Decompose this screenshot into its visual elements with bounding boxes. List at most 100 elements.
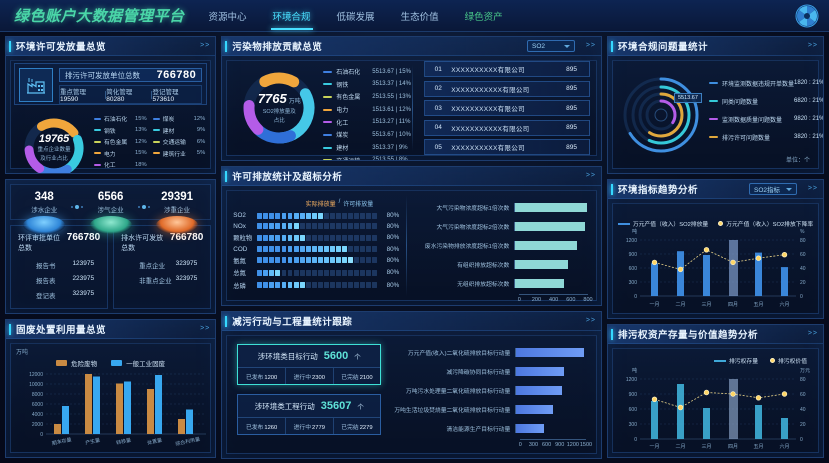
svg-text:8000: 8000 bbox=[32, 392, 43, 398]
legend-item[interactable]: 煤炭 12% bbox=[152, 114, 212, 123]
permit-sub-key-0: 重点管理 19590 bbox=[60, 89, 86, 103]
panel-title: 许可排放统计及超标分析 bbox=[232, 172, 343, 184]
nav-item-lowcarbon[interactable]: 低碳发展 bbox=[336, 11, 375, 23]
legend-item[interactable]: 钢铁 13% bbox=[94, 126, 153, 135]
list-item[interactable]: 05 XXXXXXXXXX有限公司 895 bbox=[424, 139, 590, 156]
panel-body: 实际排放量 / 许可排放量 SO2 80% NOx 80% 颗粒物 80% COD 80… bbox=[222, 186, 601, 305]
svg-text:12000: 12000 bbox=[29, 372, 43, 378]
permit-total-card: 排污许可发放单位总数 766780 重点管理 19590 简化管理 80280 … bbox=[14, 63, 208, 105]
industry-legend: 石油石化 15% 煤炭 12% 钢铁 13% 建材 9% 有色金属 12% 交通运输 6% … bbox=[94, 114, 211, 172]
pollution-donut: 7765 万吨 SO2排放量及 占比 bbox=[233, 62, 325, 154]
legend-item[interactable]: 电力 1513.61 | 12% bbox=[323, 105, 411, 114]
card-engineering-action[interactable]: 涉环境类工程行动 35607 个 已发布1260 进行中2779 已完结2279 bbox=[237, 394, 382, 436]
pollution-legend: 石油石化 5513.67 | 15% 钢铁 3513.37 | 14% 有色金属 25… bbox=[323, 67, 411, 161]
legend-item[interactable]: 电力 15% bbox=[94, 149, 153, 158]
more-link[interactable]: >> bbox=[200, 42, 211, 49]
legend-item[interactable]: 万元产值（收入）SO2排放下降率 bbox=[718, 219, 813, 228]
svg-text:五月: 五月 bbox=[753, 444, 763, 450]
permit-sub-row: 重点管理 19590 简化管理 80280 登记管理 573610 bbox=[59, 85, 203, 104]
legend-item[interactable]: 建材 3513.37 | 9% bbox=[323, 143, 411, 152]
stat-water-enterprise[interactable]: 348 涉水企业 bbox=[17, 191, 71, 234]
more-link[interactable]: >> bbox=[585, 317, 596, 325]
svg-text:吨: 吨 bbox=[632, 228, 637, 235]
card-stat: 进行中2300 bbox=[284, 368, 333, 385]
nav-item-compliance[interactable]: 环境合规 bbox=[270, 5, 313, 30]
chevron-down-icon bbox=[564, 44, 570, 51]
legend-item[interactable]: 建筑行业 5% bbox=[152, 149, 212, 158]
panel-title-bar: 环境合规问题量统计 >> bbox=[608, 37, 823, 56]
svg-text:60: 60 bbox=[800, 252, 806, 258]
list-item[interactable]: 01 XXXXXXXXXX有限公司 895 bbox=[424, 61, 590, 77]
divider bbox=[151, 90, 153, 99]
permit-total-row: 排污许可发放单位总数 766780 bbox=[59, 68, 203, 82]
panel-title: 环境指标趋势分析 bbox=[618, 185, 699, 196]
panel-emission-asset: 排污权资产存量与价值趋势分析 >> 排污权存量 排污权价值 bbox=[607, 324, 824, 458]
svg-text:吨: 吨 bbox=[632, 367, 637, 374]
app-logo: 绿色账户大数据管理平台 bbox=[14, 8, 185, 25]
legend-item[interactable]: 有色金属 2513.55 | 13% bbox=[323, 92, 411, 101]
panel-permit-emission: 许可排放统计及超标分析 >> 实际排放量 / 许可排放量 SO2 80% bbox=[221, 166, 602, 307]
svg-text:六月: 六月 bbox=[779, 301, 789, 308]
permit-total-value: 766780 bbox=[156, 69, 197, 81]
permit-sub-key-1: 简化管理 80280 bbox=[106, 89, 133, 103]
stat-air-enterprise[interactable]: 6566 涉气企业 bbox=[83, 191, 137, 234]
legend-item[interactable]: 交通运输 6% bbox=[152, 137, 212, 146]
segmented-bar bbox=[257, 282, 378, 289]
legend-item[interactable]: 石油石化 5513.67 | 15% bbox=[323, 67, 411, 76]
nav-item-ecovalue[interactable]: 生态价值 bbox=[400, 11, 439, 23]
list-item[interactable]: 04 XXXXXXXXXXX有限公司 895 bbox=[424, 119, 590, 136]
nav-item-greenasset[interactable]: 绿色资产 bbox=[464, 11, 503, 23]
legend-item[interactable]: 钢铁 3513.37 | 14% bbox=[323, 80, 411, 89]
table-header: 排水许可发放总数 766780 bbox=[121, 232, 204, 252]
emission-asset-chart: 排污权存量 排污权价值 吨 bbox=[612, 348, 819, 453]
card-stat: 已发布1200 bbox=[245, 374, 278, 381]
legend-item[interactable]: 一般工业固废 bbox=[111, 358, 165, 368]
legend-item[interactable]: 交通运输2513.55 | 8% bbox=[323, 156, 411, 161]
main-nav: 资源中心 环境合规 低碳发展 生态价值 绿色资产 bbox=[207, 5, 505, 30]
legend-item[interactable]: 排污权价值 bbox=[770, 356, 807, 365]
more-link[interactable]: >> bbox=[585, 172, 596, 180]
legend-item[interactable]: 煤炭 5513.67 | 10% bbox=[323, 130, 411, 139]
svg-text:一月: 一月 bbox=[649, 302, 659, 308]
list-item[interactable]: 02 XXXXXXXXXXX有限公司 895 bbox=[424, 80, 590, 97]
panel-body: 万元产值（收入）SO2排放量 万元产值（收入）SO2排放下降率 bbox=[608, 199, 823, 318]
progress-row: 总氮 80% bbox=[233, 269, 400, 278]
nav-item-resource[interactable]: 资源中心 bbox=[208, 11, 247, 23]
more-link[interactable]: >> bbox=[807, 42, 818, 49]
more-link[interactable]: >> bbox=[807, 330, 818, 337]
legend-item[interactable]: 有色金属 12% bbox=[94, 137, 153, 146]
list-item[interactable]: 03 XXXXXXXXXX有限公司 895 bbox=[424, 100, 590, 117]
svg-text:四月: 四月 bbox=[728, 302, 738, 308]
pollutant-selector[interactable]: SO2 bbox=[527, 40, 575, 52]
legend-item[interactable]: 危险废物 bbox=[56, 358, 97, 368]
indicator-selector[interactable]: SO2指标 bbox=[749, 183, 797, 195]
legend-item[interactable]: 排污权存量 bbox=[714, 356, 758, 365]
svg-text:0: 0 bbox=[800, 437, 803, 443]
legend-item[interactable]: 建材 9% bbox=[152, 126, 212, 135]
svg-text:处置量: 处置量 bbox=[147, 437, 163, 447]
exceed-bar-chart: 大气污染物浓度超标1倍次数 大气污染物浓度超标2倍次数 废水污染物排放浓度超标1… bbox=[410, 191, 596, 303]
legend-item[interactable]: 化工 1513.27 | 11% bbox=[323, 118, 411, 127]
legend-item[interactable]: 石油石化 15% bbox=[94, 114, 153, 123]
stat-heavymetal-enterprise[interactable]: 29391 涉重企业 bbox=[150, 191, 204, 234]
segmented-bar bbox=[257, 269, 378, 276]
card-target-action[interactable]: 涉环境类目标行动 5600 个 已发布1200 进行中2300 已完结2100 bbox=[237, 344, 382, 386]
svg-text:40: 40 bbox=[800, 407, 806, 413]
x-axis: 0 300 600 900 1200 1500 bbox=[519, 439, 592, 449]
legend-item[interactable]: 万元产值（收入）SO2排放量 bbox=[617, 219, 708, 228]
panel-title-bar: 固废处置利用量总览 >> bbox=[6, 320, 216, 339]
chevron-down-icon bbox=[786, 187, 792, 194]
panel-compliance-issues: 环境合规问题量统计 >> bbox=[607, 36, 824, 174]
more-link[interactable]: >> bbox=[807, 185, 818, 192]
more-link[interactable]: >> bbox=[585, 42, 596, 49]
more-link[interactable]: >> bbox=[200, 325, 211, 332]
legend-item[interactable]: 化工 18% bbox=[94, 160, 153, 169]
svg-text:万元: 万元 bbox=[800, 368, 810, 374]
asset-svg: 吨 1200 900 600 300 0 万元 80 60 40 20 0 bbox=[626, 367, 810, 450]
left-column: 环境许可发放量总览 >> bbox=[5, 36, 217, 458]
